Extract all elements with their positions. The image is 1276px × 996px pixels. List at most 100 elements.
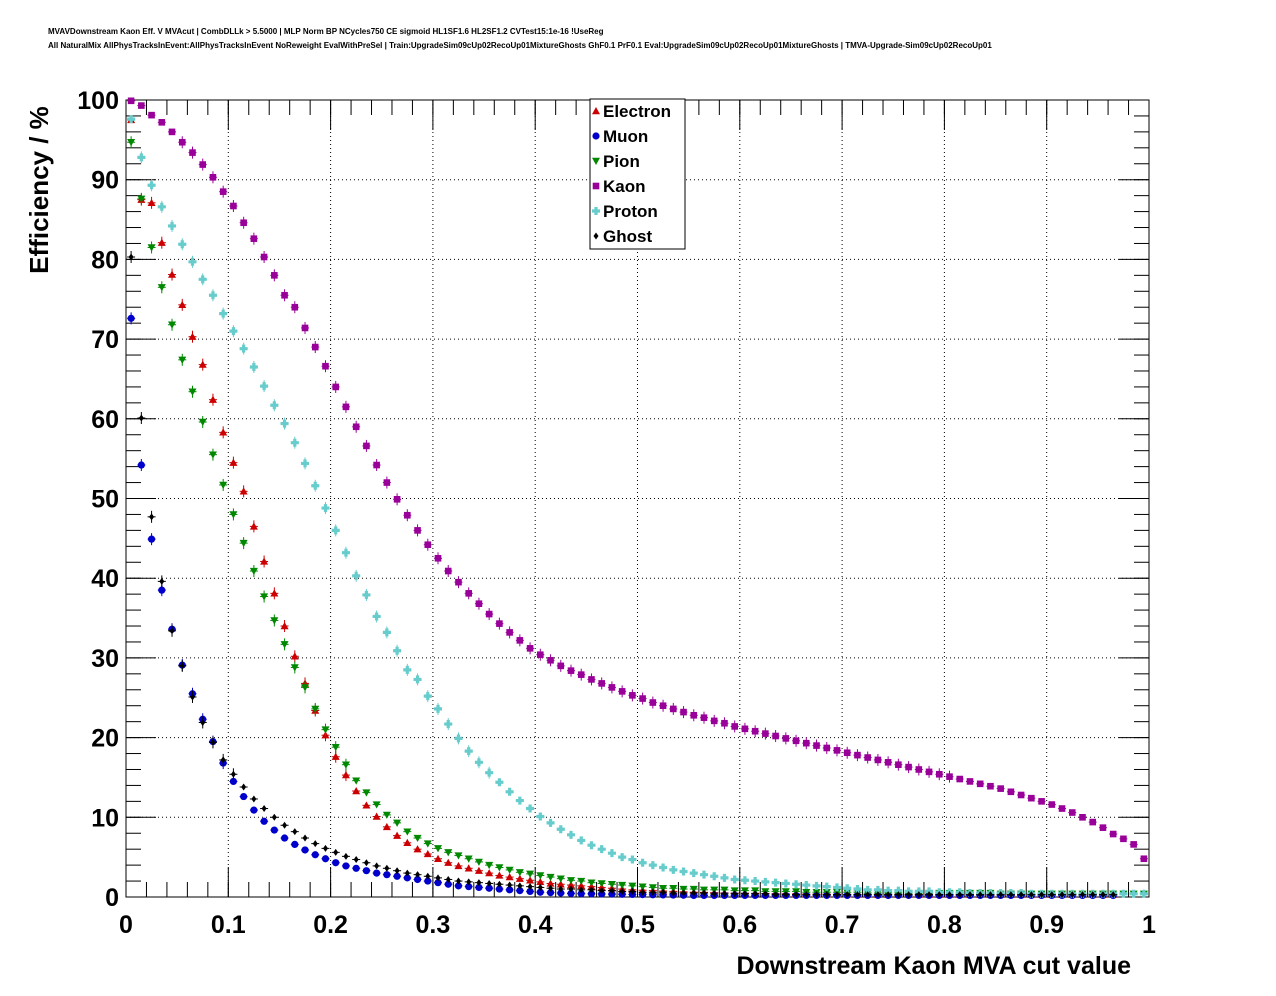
data-point-ghost bbox=[640, 888, 646, 896]
data-point-proton bbox=[178, 240, 187, 249]
data-point-kaon bbox=[802, 739, 810, 747]
data-point-electron bbox=[474, 866, 483, 874]
data-point-ghost bbox=[619, 887, 625, 895]
data-point-muon bbox=[352, 864, 360, 872]
data-point-kaon bbox=[1028, 794, 1035, 802]
data-point-ghost bbox=[660, 888, 666, 896]
y-tick-label: 40 bbox=[91, 565, 119, 593]
data-point-proton bbox=[464, 747, 473, 756]
data-point-kaon bbox=[434, 554, 442, 562]
data-point-pion bbox=[648, 884, 657, 892]
y-tick-label: 30 bbox=[91, 645, 119, 673]
data-point-proton bbox=[147, 181, 156, 190]
data-point-muon bbox=[250, 806, 258, 814]
data-point-electron bbox=[454, 861, 463, 870]
data-point-kaon bbox=[475, 600, 483, 608]
data-point-electron bbox=[556, 880, 565, 888]
data-point-ghost bbox=[629, 887, 635, 895]
data-point-kaon bbox=[547, 656, 554, 664]
series-proton bbox=[127, 115, 1148, 898]
data-point-ghost bbox=[957, 891, 963, 899]
data-point-ghost bbox=[169, 627, 175, 635]
data-point-pion bbox=[127, 139, 136, 147]
data-point-ghost bbox=[947, 891, 953, 899]
data-point-proton bbox=[168, 221, 177, 230]
data-point-kaon bbox=[322, 362, 329, 370]
data-point-ghost bbox=[814, 891, 820, 899]
data-point-kaon bbox=[1089, 818, 1097, 826]
data-point-kaon bbox=[946, 773, 953, 780]
grid-lines bbox=[126, 100, 1149, 897]
data-point-muon bbox=[260, 817, 268, 825]
x-tick-label: 0.7 bbox=[825, 911, 860, 939]
data-point-pion bbox=[526, 870, 535, 878]
data-point-kaon bbox=[1048, 801, 1056, 808]
data-point-ghost bbox=[885, 891, 891, 899]
series-muon bbox=[127, 312, 1118, 900]
data-point-kaon bbox=[1130, 841, 1137, 848]
data-point-muon bbox=[373, 869, 381, 877]
data-point-muon bbox=[383, 871, 391, 879]
data-point-electron bbox=[546, 879, 555, 887]
data-point-kaon bbox=[997, 785, 1004, 792]
data-point-kaon bbox=[956, 775, 964, 783]
data-point-kaon bbox=[915, 766, 923, 773]
data-point-ghost bbox=[128, 253, 134, 261]
data-point-kaon bbox=[455, 578, 462, 586]
data-point-kaon bbox=[219, 188, 227, 195]
data-point-ghost bbox=[588, 886, 594, 894]
data-point-kaon bbox=[281, 291, 288, 299]
data-point-proton bbox=[505, 787, 514, 796]
data-point-ghost bbox=[138, 414, 144, 422]
x-tick-label: 0 bbox=[119, 911, 133, 939]
data-point-ghost bbox=[1100, 891, 1106, 899]
data-point-electron bbox=[403, 838, 412, 847]
data-point-electron bbox=[249, 522, 258, 530]
data-point-ghost bbox=[998, 891, 1004, 899]
y-tick-label: 10 bbox=[91, 804, 119, 832]
data-point-proton bbox=[249, 362, 258, 371]
data-point-pion bbox=[372, 801, 381, 809]
data-point-ghost bbox=[773, 891, 779, 899]
data-point-kaon bbox=[138, 102, 145, 109]
data-point-pion bbox=[362, 789, 371, 797]
data-point-electron bbox=[536, 877, 545, 886]
data-point-kaon bbox=[250, 235, 258, 242]
data-point-proton bbox=[556, 825, 565, 834]
data-point-ghost bbox=[241, 783, 247, 791]
data-point-proton bbox=[730, 875, 739, 884]
data-point-proton bbox=[454, 734, 463, 743]
data-point-electron bbox=[413, 845, 422, 853]
data-point-proton bbox=[689, 869, 698, 878]
data-point-ghost bbox=[752, 890, 758, 898]
data-point-electron bbox=[331, 752, 340, 760]
data-point-kaon bbox=[567, 667, 575, 674]
data-point-kaon bbox=[843, 749, 851, 757]
data-point-ghost bbox=[691, 889, 697, 897]
data-point-ghost bbox=[527, 883, 533, 891]
data-point-ghost bbox=[159, 577, 165, 585]
data-point-proton bbox=[669, 865, 678, 874]
data-point-muon bbox=[321, 855, 330, 863]
data-point-proton bbox=[843, 884, 852, 893]
data-point-proton bbox=[597, 845, 606, 854]
data-point-proton bbox=[331, 526, 340, 535]
data-point-ghost bbox=[762, 890, 768, 898]
data-point-muon bbox=[280, 834, 289, 842]
data-point-proton bbox=[536, 812, 545, 821]
data-point-proton bbox=[423, 692, 432, 701]
data-point-kaon bbox=[721, 719, 728, 727]
data-point-muon bbox=[485, 884, 493, 892]
data-point-pion bbox=[546, 873, 555, 882]
data-point-kaon bbox=[813, 742, 820, 749]
legend-label: Proton bbox=[603, 202, 658, 221]
data-point-ghost bbox=[445, 875, 451, 883]
data-point-kaon bbox=[649, 699, 657, 706]
data-point-ghost bbox=[834, 891, 840, 899]
x-tick-label: 0.5 bbox=[620, 911, 655, 939]
data-point-electron bbox=[147, 198, 156, 207]
data-point-kaon bbox=[168, 128, 176, 136]
data-point-pion bbox=[710, 886, 719, 894]
data-point-proton bbox=[1119, 889, 1128, 898]
data-point-pion bbox=[403, 828, 412, 836]
